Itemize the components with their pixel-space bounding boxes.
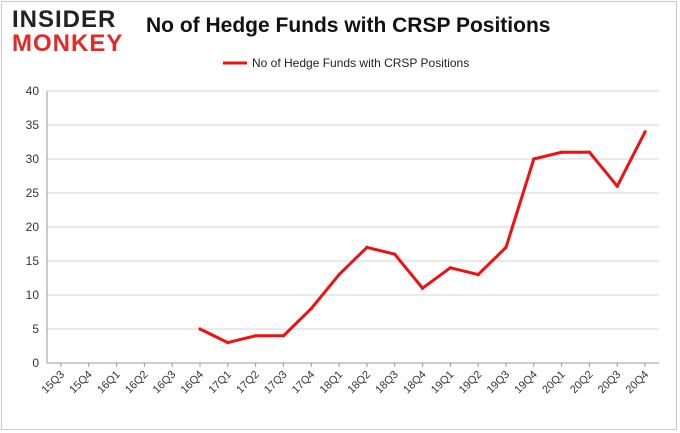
series-line-segment [532, 150, 564, 161]
series-line-segment [337, 245, 369, 277]
series-line-segment [504, 157, 536, 249]
x-tick-label: 19Q2 [457, 369, 485, 397]
series-line-segment [421, 266, 452, 290]
x-tick-label: 18Q3 [373, 369, 401, 397]
y-tick-label: 35 [26, 118, 40, 132]
series-line-segment [226, 334, 258, 345]
x-tick-label: 20Q4 [624, 369, 652, 397]
series-line-segment [198, 327, 230, 345]
x-tick-label: 17Q4 [290, 369, 318, 397]
y-tick-label: 5 [32, 322, 39, 336]
x-tick-label: 18Q1 [318, 369, 346, 397]
y-tick-label: 15 [26, 254, 40, 268]
chart-title: No of Hedge Funds with CRSP Positions [146, 14, 551, 37]
x-tick-label: 19Q1 [429, 369, 457, 397]
series-line-segment [448, 266, 480, 277]
y-tick-label: 20 [26, 220, 40, 234]
x-tick-label: 17Q1 [206, 369, 234, 397]
y-tick-label: 0 [32, 356, 39, 370]
logo-line-1: INSIDER [12, 6, 117, 33]
x-tick-label: 16Q4 [179, 369, 207, 397]
y-tick-label: 40 [26, 84, 40, 98]
x-tick-label: 20Q1 [540, 369, 568, 397]
y-tick-label: 30 [26, 152, 40, 166]
logo-line-2: MONKEY [12, 30, 124, 57]
x-tick-label: 18Q4 [401, 369, 429, 397]
x-tick-label: 15Q3 [40, 369, 68, 397]
x-tick-label: 16Q3 [151, 369, 179, 397]
x-tick-label: 18Q2 [346, 369, 374, 397]
series-line-segment [309, 273, 341, 311]
x-tick-label: 16Q1 [95, 369, 123, 397]
y-tick-label: 25 [26, 186, 40, 200]
x-tick-label: 17Q2 [234, 369, 262, 397]
series-line-segment [393, 252, 425, 290]
x-tick-label: 19Q4 [512, 369, 540, 397]
insider-monkey-logo: INSIDER MONKEY [12, 8, 128, 56]
series-line-segment [615, 130, 647, 188]
y-tick-label: 10 [26, 288, 40, 302]
series-line-segment [281, 307, 313, 338]
series-data-point [643, 130, 647, 134]
x-tick-label: 15Q4 [67, 369, 95, 397]
series-line-segment [476, 245, 508, 277]
x-tick-label: 20Q2 [568, 369, 596, 397]
series-line-segment [587, 150, 619, 188]
x-tick-label: 16Q2 [123, 369, 151, 397]
legend-label: No of Hedge Funds with CRSP Positions [252, 56, 469, 70]
x-tick-label: 20Q3 [596, 369, 624, 397]
x-tick-label: 19Q3 [485, 369, 513, 397]
x-tick-label: 17Q3 [262, 369, 290, 397]
series-line-segment [365, 245, 397, 256]
